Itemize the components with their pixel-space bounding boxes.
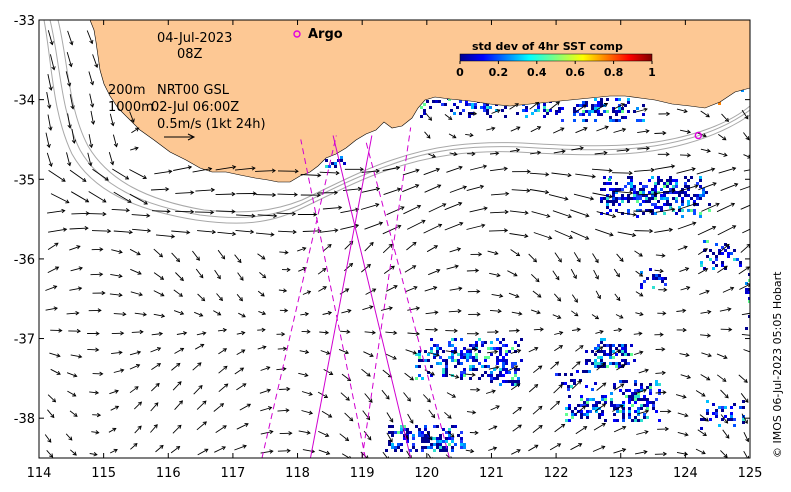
x-tick-label: 122 bbox=[544, 466, 569, 481]
isobath-1000-label: 1000m bbox=[108, 100, 154, 115]
colorbar-tick-label: 0 bbox=[456, 66, 464, 79]
colorbar-tick-label: 0.6 bbox=[565, 66, 585, 79]
satellite-track-dashed bbox=[261, 135, 337, 458]
y-tick-label: -33 bbox=[14, 14, 35, 29]
x-tick-label: 125 bbox=[738, 466, 763, 481]
product-label: NRT00 GSL bbox=[157, 83, 230, 98]
hour-label: 08Z bbox=[177, 47, 203, 62]
current-vectors bbox=[44, 30, 750, 458]
satellite-tracks bbox=[261, 127, 450, 458]
scale-arrow bbox=[164, 133, 196, 141]
colorbar-ticks: 0 0.2 0.4 0.6 0.8 1 bbox=[456, 61, 656, 79]
argo-legend-icon bbox=[293, 30, 301, 38]
satellite-track-solid bbox=[332, 135, 412, 458]
credit-label: © IMOS 06-Jul-2023 05:05 Hobart bbox=[771, 271, 784, 458]
satellite-track-dashed bbox=[361, 127, 412, 458]
colorbar-title: std dev of 4hr SST comp bbox=[472, 40, 623, 53]
colorbar-tick-label: 1 bbox=[648, 66, 656, 79]
satellite-track-solid bbox=[309, 135, 373, 458]
y-tick-label: -37 bbox=[14, 333, 35, 348]
x-tick-label: 117 bbox=[220, 466, 245, 481]
y-tick-label: -34 bbox=[14, 94, 35, 109]
scale-label: 0.5m/s (1kt 24h) bbox=[157, 117, 266, 132]
x-tick-label: 114 bbox=[27, 466, 52, 481]
x-tick-label: 120 bbox=[414, 466, 439, 481]
y-tick-label: -38 bbox=[14, 412, 35, 427]
date-label: 04-Jul-2023 bbox=[157, 31, 232, 46]
y-tick-label: -35 bbox=[14, 173, 35, 188]
colorbar-tick-label: 0.2 bbox=[489, 66, 509, 79]
plot-frame bbox=[38, 19, 751, 459]
satellite-track-dashed bbox=[364, 139, 450, 458]
product-time-label: 02-Jul 06:00Z bbox=[151, 100, 239, 115]
x-tick-label: 119 bbox=[350, 466, 375, 481]
colorbar-tick-label: 0.8 bbox=[604, 66, 624, 79]
satellite-track-dashed bbox=[300, 139, 366, 458]
colorbar-tick-label: 0.4 bbox=[527, 66, 547, 79]
isobath-200-label: 200m bbox=[108, 83, 145, 98]
argo-legend-label: Argo bbox=[308, 27, 343, 42]
x-tick-label: 115 bbox=[91, 466, 116, 481]
x-tick-label: 124 bbox=[673, 466, 698, 481]
x-tick-label: 116 bbox=[156, 466, 181, 481]
argo-float-marker bbox=[694, 131, 702, 140]
y-tick-label: -36 bbox=[14, 253, 35, 268]
x-tick-label: 118 bbox=[285, 466, 310, 481]
x-tick-label: 121 bbox=[479, 466, 504, 481]
colorbar bbox=[459, 53, 653, 62]
x-tick-label: 123 bbox=[608, 466, 633, 481]
axis-ticks: 114 115 116 117 118 119 120 121 122 123 124 125 -33 -… bbox=[14, 14, 763, 481]
